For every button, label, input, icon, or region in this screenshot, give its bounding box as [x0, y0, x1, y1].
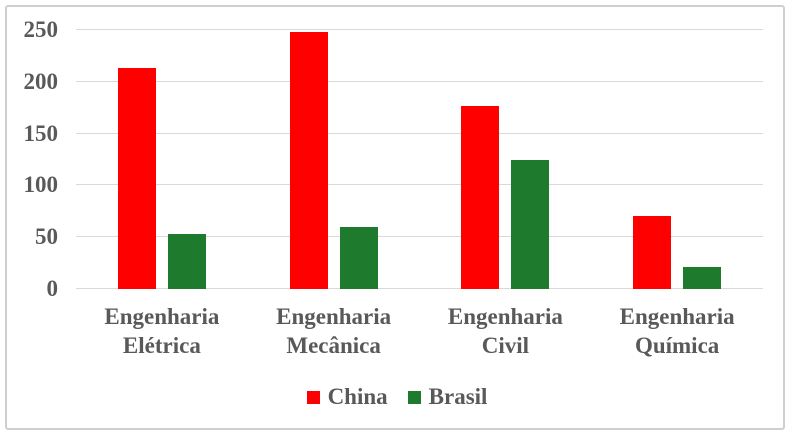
x-category-label-line: Mecânica: [286, 333, 381, 358]
x-category-label-line: Química: [634, 333, 720, 358]
x-category-label-line: Civil: [481, 333, 530, 358]
bar-brasil-engenharia-civil: [511, 159, 550, 289]
y-tick-label-150: 150: [23, 120, 59, 146]
gridline-250: [76, 29, 763, 30]
gridline-50: [76, 236, 763, 238]
x-category-label-engenharia-quimica: Engenharia Química: [577, 302, 777, 360]
legend-swatch-brasil: [407, 390, 421, 404]
legend: China Brasil: [0, 382, 794, 412]
x-category-label-line: Engenharia: [276, 304, 392, 329]
x-category-label-line: Engenharia: [104, 304, 220, 329]
legend-swatch-china: [306, 390, 320, 404]
x-category-label-engenharia-civil: Engenharia Civil: [405, 302, 605, 360]
bar-china-engenharia-civil: [461, 105, 500, 289]
legend-item-china: China: [306, 384, 388, 410]
bar-brasil-engenharia-mecanica: [339, 226, 378, 289]
x-category-label-line: Engenharia: [619, 304, 735, 329]
y-tick-label-200: 200: [23, 68, 59, 94]
legend-label-brasil: Brasil: [428, 384, 488, 409]
y-tick-label-100: 100: [23, 172, 59, 198]
gridline-150: [76, 132, 763, 134]
bar-china-engenharia-mecanica: [289, 32, 328, 289]
y-tick-label-250: 250: [23, 17, 59, 42]
legend-item-brasil: Brasil: [407, 384, 488, 410]
y-tick-label-50: 50: [35, 224, 58, 250]
gridline-200: [76, 80, 763, 82]
bar-china-engenharia-eletrica: [117, 68, 156, 289]
x-category-label-engenharia-mecanica: Engenharia Mecânica: [234, 302, 434, 360]
bar-brasil-engenharia-quimica: [683, 267, 722, 289]
bar-china-engenharia-quimica: [633, 216, 672, 289]
x-category-label-line: Engenharia: [447, 304, 563, 329]
x-category-label-engenharia-eletrica: Engenharia Elétrica: [62, 302, 262, 360]
plot-area: [76, 29, 763, 289]
y-tick-label-0: 0: [46, 276, 59, 301]
gridline-100: [76, 184, 763, 186]
bar-brasil-engenharia-eletrica: [167, 234, 206, 289]
gridline-0: [76, 288, 763, 289]
legend-label-china: China: [327, 384, 388, 409]
x-category-label-line: Elétrica: [122, 333, 201, 358]
